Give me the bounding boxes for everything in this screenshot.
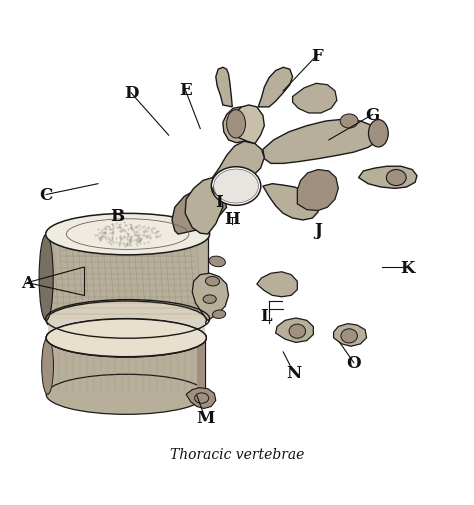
Polygon shape — [172, 187, 227, 235]
Polygon shape — [232, 106, 264, 144]
Text: L: L — [260, 308, 272, 325]
Text: A: A — [21, 275, 34, 291]
Polygon shape — [223, 108, 249, 143]
Polygon shape — [216, 68, 232, 108]
Polygon shape — [212, 142, 264, 184]
Ellipse shape — [46, 375, 206, 415]
Ellipse shape — [211, 167, 261, 206]
Polygon shape — [263, 120, 379, 164]
Ellipse shape — [39, 235, 53, 321]
Text: Thoracic vertebrae: Thoracic vertebrae — [170, 447, 304, 461]
Text: K: K — [401, 259, 415, 276]
Ellipse shape — [46, 319, 206, 358]
Text: M: M — [196, 410, 214, 427]
Text: C: C — [39, 187, 53, 204]
Ellipse shape — [46, 214, 210, 256]
Text: E: E — [179, 82, 191, 99]
Polygon shape — [212, 182, 231, 197]
Polygon shape — [192, 274, 228, 321]
Ellipse shape — [195, 393, 209, 403]
Text: N: N — [286, 364, 301, 381]
Text: B: B — [110, 208, 124, 224]
Text: G: G — [365, 107, 380, 124]
Ellipse shape — [203, 295, 216, 304]
Ellipse shape — [205, 277, 219, 286]
Ellipse shape — [209, 257, 225, 267]
Polygon shape — [297, 170, 338, 211]
Polygon shape — [257, 272, 297, 297]
Text: J: J — [314, 222, 322, 238]
Text: I: I — [215, 193, 223, 210]
Polygon shape — [276, 318, 313, 343]
Ellipse shape — [227, 111, 246, 139]
Ellipse shape — [46, 301, 206, 340]
Ellipse shape — [341, 329, 357, 343]
Ellipse shape — [368, 120, 388, 147]
Ellipse shape — [46, 319, 206, 358]
Text: F: F — [311, 47, 323, 65]
Text: H: H — [224, 210, 240, 227]
Polygon shape — [186, 388, 216, 409]
Polygon shape — [334, 324, 366, 346]
Polygon shape — [197, 338, 205, 394]
Text: O: O — [346, 355, 361, 372]
Polygon shape — [47, 338, 205, 394]
Polygon shape — [185, 178, 223, 235]
Ellipse shape — [386, 170, 406, 186]
Ellipse shape — [214, 170, 258, 204]
Text: D: D — [124, 85, 138, 102]
Ellipse shape — [289, 324, 306, 338]
Polygon shape — [292, 84, 337, 114]
Polygon shape — [263, 184, 318, 221]
Ellipse shape — [42, 338, 54, 394]
Ellipse shape — [212, 311, 226, 319]
Polygon shape — [47, 321, 205, 338]
Polygon shape — [258, 68, 292, 108]
Polygon shape — [46, 235, 208, 321]
Polygon shape — [358, 167, 417, 189]
Polygon shape — [47, 319, 205, 338]
Ellipse shape — [340, 115, 358, 129]
